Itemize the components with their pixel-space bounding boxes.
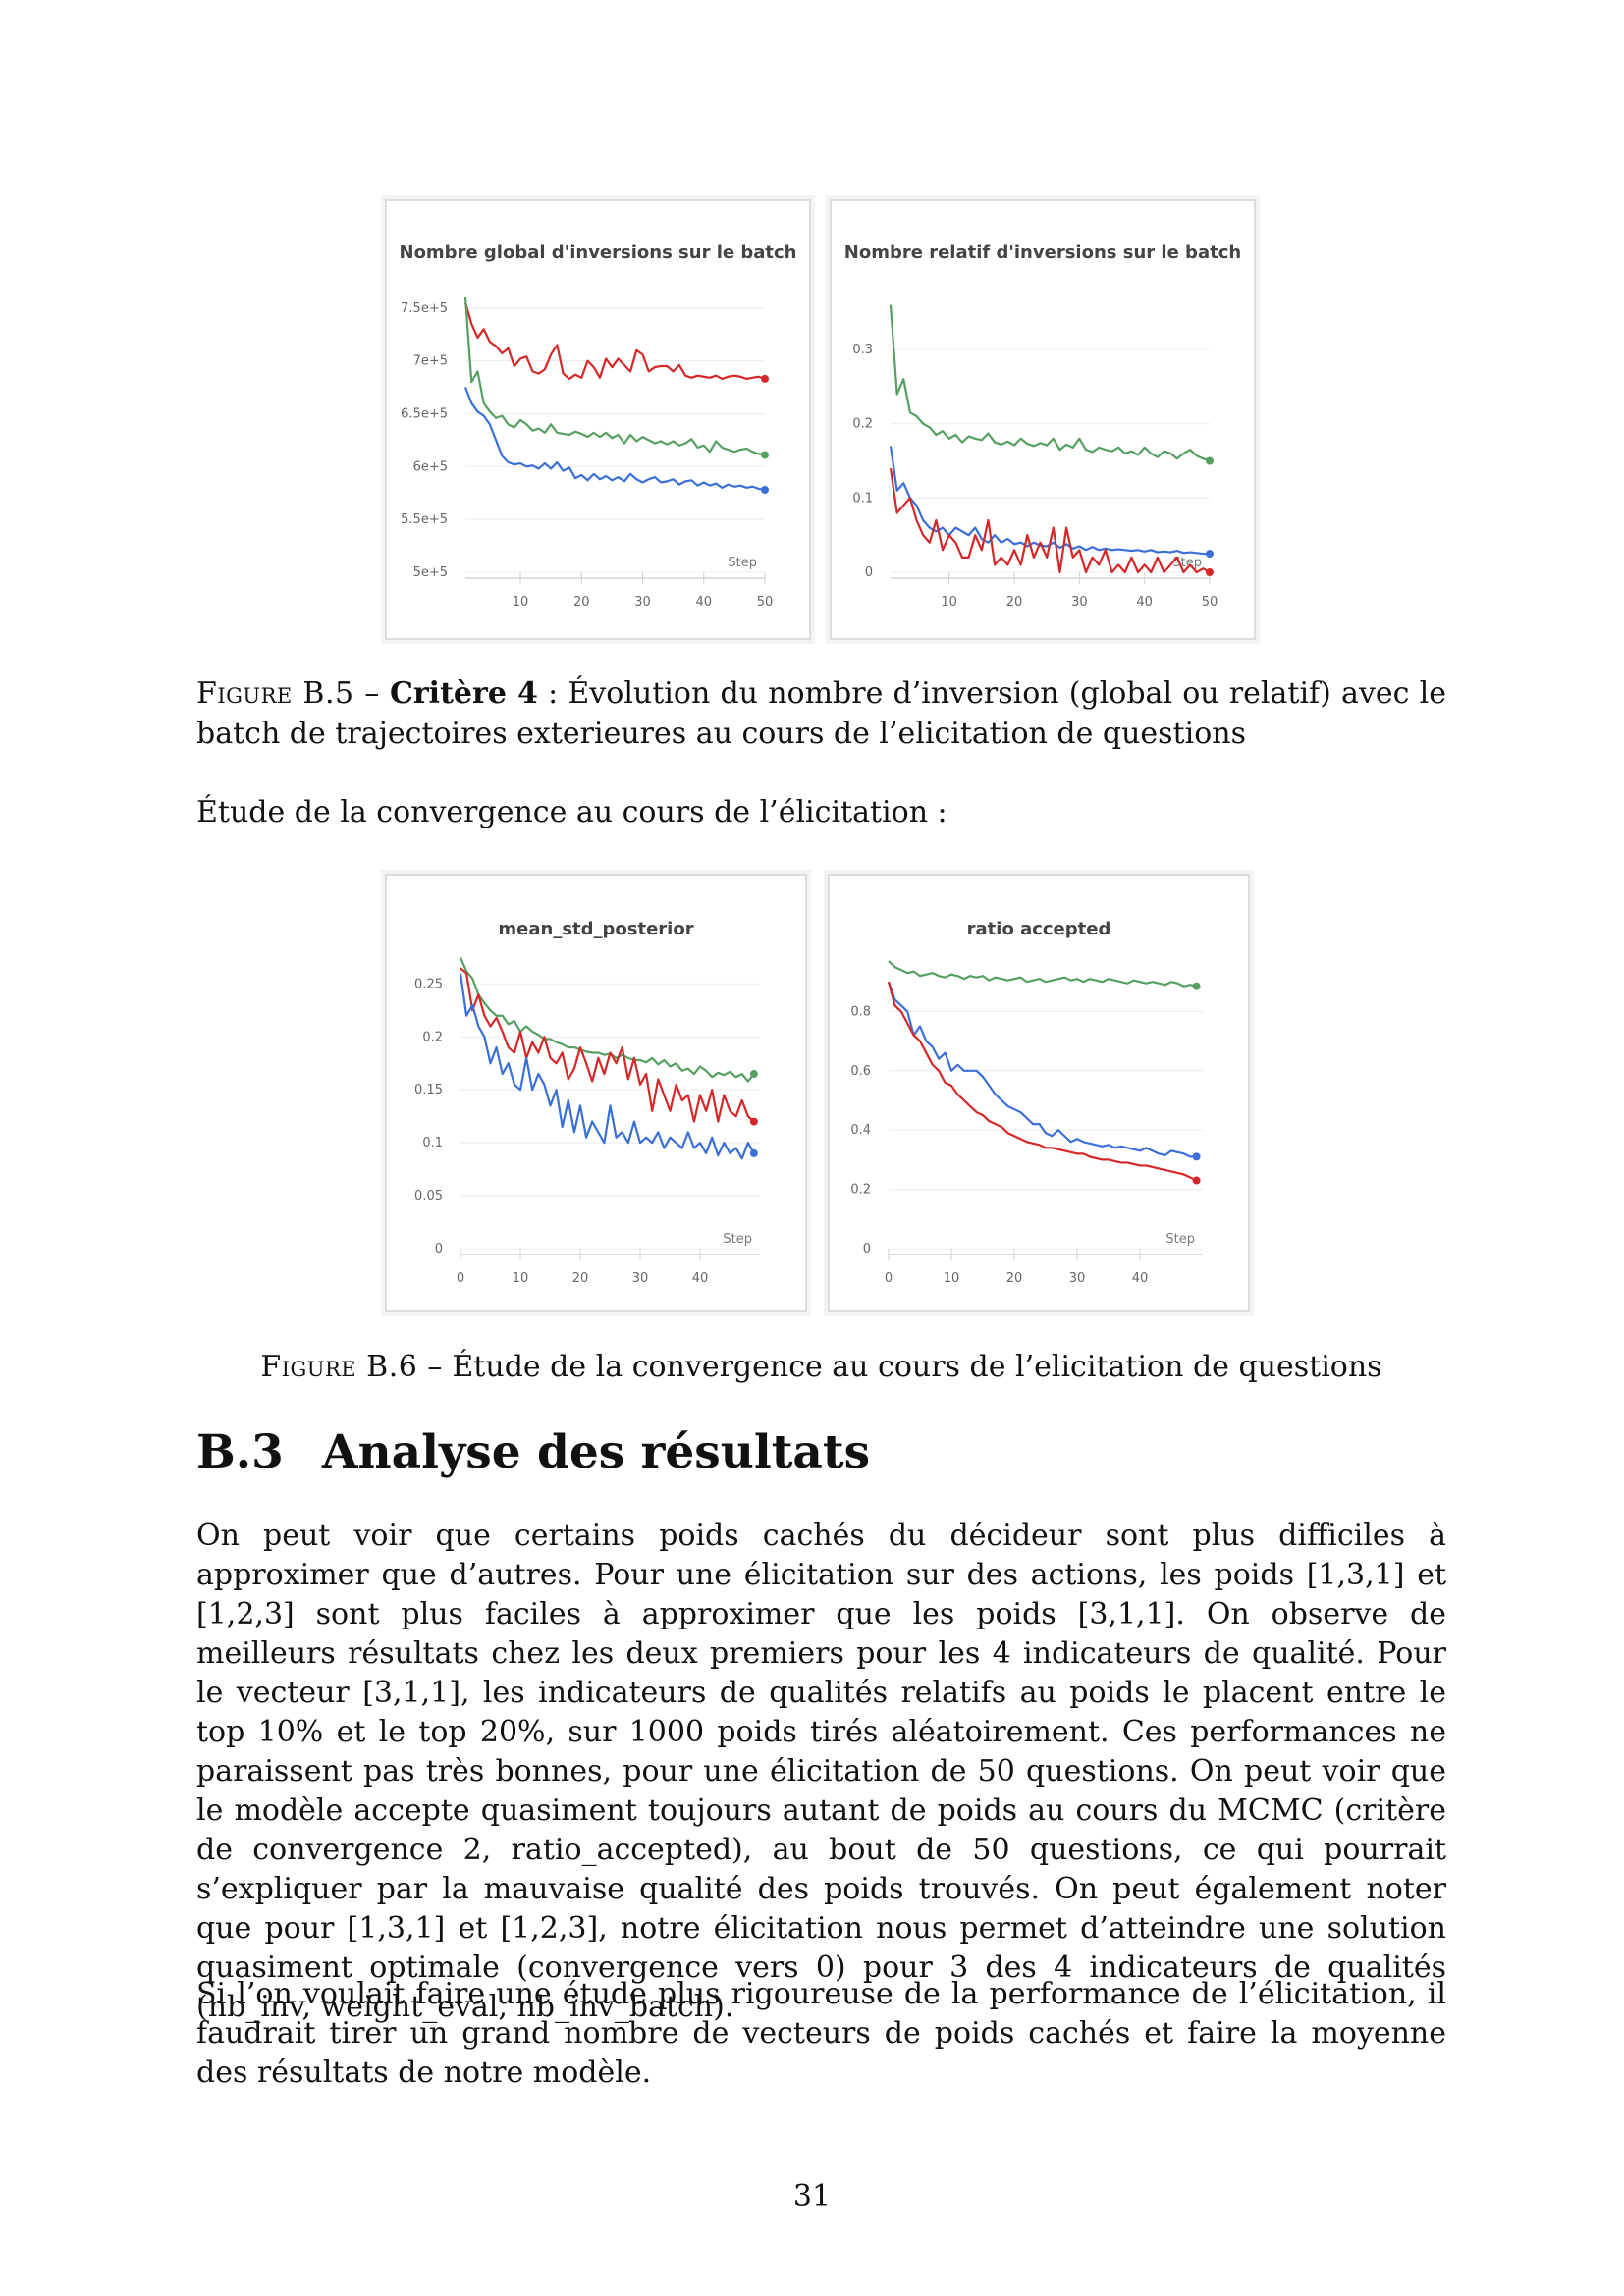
y-tick-label: 0.8: [850, 1004, 871, 1019]
figure-b5-text: : Évolution du nombre d’inversion (globa…: [196, 676, 1446, 751]
chart-panel-ratio-accepted: ratio accepted 0 0.2 0.4 0.6 0.8 0 10 20 30 40 Step: [828, 874, 1250, 1312]
chart-title: ratio accepted: [967, 919, 1111, 939]
figure-b5-label: Figure B.5 –: [196, 676, 380, 711]
y-tick-label: 0.2: [422, 1030, 443, 1044]
x-tick-label: 20: [1006, 595, 1023, 610]
series-line-red: [887, 981, 1198, 1182]
series-line-green: [463, 296, 766, 456]
x-tick-label: 50: [757, 595, 774, 610]
series-end-point-blue: [1192, 1152, 1201, 1161]
chart-global-inversions: Nombre global d'inversions sur le batch 5…: [400, 242, 797, 610]
y-tick-label: 0.1: [422, 1136, 443, 1150]
x-tick-label: 30: [1071, 595, 1088, 610]
series-end-point-green: [1206, 456, 1214, 465]
figure-b6-text: Étude de la convergence au cours de l’el…: [442, 1350, 1382, 1384]
chart-title: Nombre relatif d'inversions sur le batch: [844, 242, 1241, 263]
x-axis-label: Step: [728, 556, 757, 570]
series-end-point-red: [1206, 568, 1214, 576]
y-tick-label: 5e+5: [413, 565, 448, 580]
section-number: B.3: [196, 1425, 284, 1479]
series-end-point-red: [1192, 1176, 1201, 1185]
y-tick-label: 0.6: [850, 1064, 871, 1079]
chart-title: mean_std_posterior: [498, 919, 693, 939]
y-tick-label: 0: [865, 565, 873, 580]
chart-title: Nombre global d'inversions sur le batch: [400, 242, 797, 263]
section-title: Analyse des résultats: [322, 1425, 871, 1479]
y-tick-label: 7.5e+5: [401, 301, 448, 316]
x-tick-label: 20: [1006, 1271, 1023, 1286]
series-line-red: [463, 302, 766, 381]
x-tick-label: 30: [1069, 1271, 1086, 1286]
x-tick-label: 20: [573, 595, 590, 610]
x-tick-label: 20: [572, 1271, 589, 1286]
series-line-blue: [459, 973, 755, 1160]
chart-panel-global-inversions: Nombre global d'inversions sur le batch 5…: [385, 199, 811, 640]
x-tick-label: 10: [941, 595, 957, 610]
y-tick-label: 0.1: [852, 491, 873, 506]
y-tick-label: 6e+5: [413, 459, 448, 474]
series-end-point-green: [761, 451, 769, 459]
y-tick-label: 0.15: [414, 1083, 443, 1097]
intro-text: Étude de la convergence au cours de l’él…: [196, 795, 947, 829]
y-tick-label: 0.4: [850, 1123, 871, 1138]
series-end-point-blue: [1206, 550, 1214, 559]
figure-b6-label: Figure B.6 –: [260, 1350, 443, 1384]
series-line-red: [460, 967, 755, 1123]
x-tick-label: 40: [1132, 1271, 1149, 1286]
paragraph-1: On peut voir que certains poids cachés d…: [196, 1519, 1446, 2024]
x-axis-label: Step: [1165, 1232, 1195, 1247]
series-line-blue: [463, 387, 766, 492]
chart-panel-relative-inversions: Nombre relatif d'inversions sur le batch…: [830, 199, 1256, 640]
x-tick-label: 0: [457, 1271, 464, 1286]
y-tick-label: 0.2: [852, 417, 873, 432]
x-tick-label: 50: [1202, 595, 1218, 610]
series-end-point-green: [1192, 982, 1201, 990]
x-tick-label: 40: [695, 595, 712, 610]
y-tick-label: 0.25: [414, 977, 443, 991]
series-line-green: [889, 304, 1211, 462]
y-tick-label: 6.5e+5: [401, 406, 448, 421]
y-tick-label: 0: [863, 1242, 871, 1256]
chart-panel-mean-std-posterior: mean_std_posterior 0 0.05 0.1 0.15 0.2 0.25 0 10…: [385, 874, 807, 1312]
section-heading: B.3 Analyse des résultats: [196, 1425, 870, 1479]
y-tick-label: 5.5e+5: [401, 512, 448, 527]
series-line-red: [889, 467, 1211, 574]
figure-b6-caption: Figure B.6 – Étude de la convergence au …: [196, 1347, 1446, 1387]
series-line-blue: [887, 981, 1197, 1158]
series-end-point-green: [749, 1070, 758, 1079]
y-tick-label: 0: [435, 1242, 443, 1256]
figure-b5-bold: Critère 4: [390, 676, 538, 711]
x-tick-label: 10: [513, 595, 529, 610]
series-line-green: [459, 956, 755, 1083]
x-tick-label: 40: [1136, 595, 1153, 610]
series-end-point-blue: [749, 1148, 758, 1157]
chart-ratio-accepted: ratio accepted 0 0.2 0.4 0.6 0.8 0 10 20 30 40 Step: [850, 919, 1203, 1286]
y-tick-label: 0.05: [414, 1189, 443, 1203]
x-axis-label: Step: [723, 1232, 752, 1247]
chart-mean-std-posterior: mean_std_posterior 0 0.05 0.1 0.15 0.2 0.25 0 10…: [414, 919, 760, 1286]
x-tick-label: 30: [634, 595, 651, 610]
x-tick-label: 10: [944, 1271, 960, 1286]
y-tick-label: 0.3: [852, 343, 873, 357]
paragraph-2: Si l’on voulait faire une étude plus rig…: [196, 1977, 1446, 2090]
series-line-green: [888, 960, 1197, 988]
series-end-point-blue: [761, 486, 769, 494]
figure-b5-caption: Figure B.5 – Critère 4 : Évolution du no…: [196, 673, 1446, 754]
chart-relative-inversions: Nombre relatif d'inversions sur le batch…: [844, 242, 1241, 610]
x-tick-label: 30: [632, 1271, 649, 1286]
y-tick-label: 0.2: [850, 1183, 871, 1198]
series-end-point-red: [749, 1117, 758, 1126]
x-tick-label: 0: [885, 1271, 893, 1286]
x-tick-label: 10: [513, 1271, 529, 1286]
x-tick-label: 40: [692, 1271, 709, 1286]
page-number: 31: [792, 2179, 832, 2214]
y-tick-label: 7e+5: [413, 354, 448, 369]
series-end-point-red: [761, 374, 769, 383]
